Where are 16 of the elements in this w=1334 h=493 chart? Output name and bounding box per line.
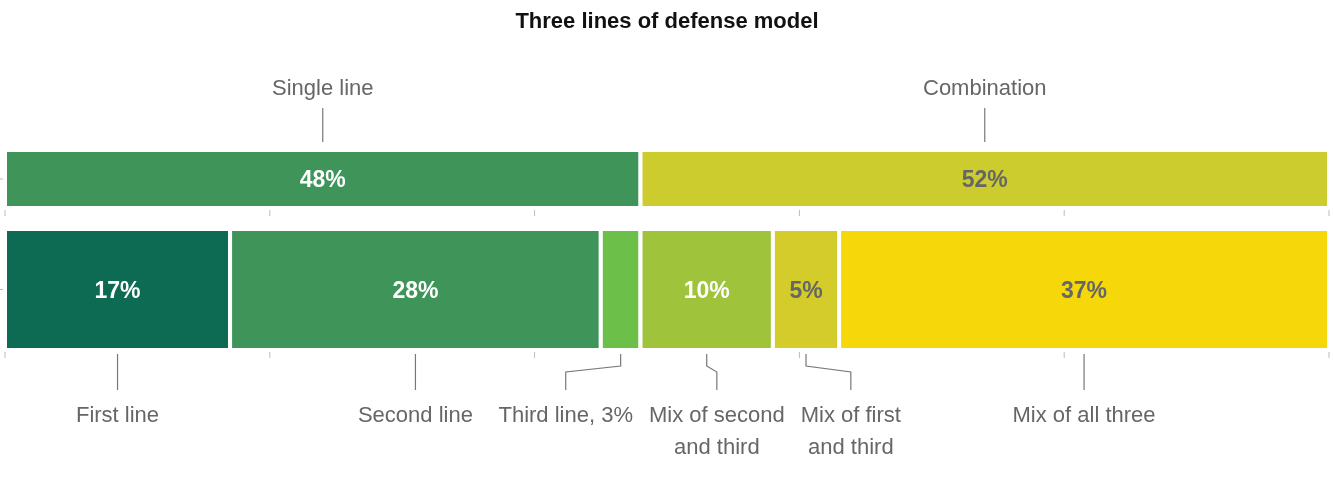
text: Single line <box>272 75 374 100</box>
text: Combination <box>923 75 1047 100</box>
text: First line <box>75 402 160 427</box>
text: Mix of second and third <box>648 402 785 459</box>
text: Mix of all three <box>1012 402 1156 427</box>
data-label: 5% <box>789 276 823 303</box>
data-label: 28% <box>392 276 439 303</box>
text: Mix of first and third <box>800 402 901 459</box>
data-label: 52% <box>961 166 1008 192</box>
text: Third line, 3% <box>498 402 633 427</box>
chart-title: Three lines of defense model <box>515 8 819 33</box>
data-label: 37% <box>1061 276 1108 303</box>
data-label: 17% <box>94 276 141 303</box>
data-label: 10% <box>683 276 730 303</box>
data-label: 48% <box>299 166 346 192</box>
text: Second line <box>357 402 473 427</box>
